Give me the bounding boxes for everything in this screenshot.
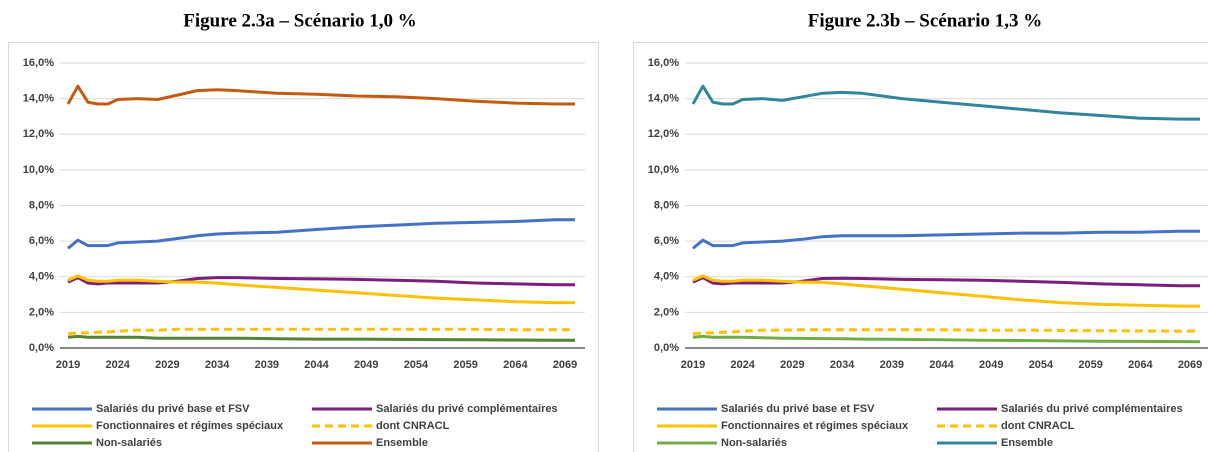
y-tick-label: 16,0% [648,57,679,69]
x-tick-label: 2054 [1029,359,1054,371]
x-tick-label: 2049 [979,359,1003,371]
legend-label: Ensemble [1001,437,1053,449]
y-tick-label: 2,0% [29,306,54,318]
x-tick-label: 2034 [830,359,855,371]
y-tick-label: 16,0% [23,57,54,69]
series-line [67,276,575,287]
chart-title: Figure 2.3a – Scénario 1,0 % [183,10,416,31]
y-tick-label: 8,0% [29,199,54,211]
y-tick-label: 4,0% [29,271,54,283]
x-tick-label: 2029 [155,359,179,371]
series-line [692,276,1200,288]
legend-label: dont CNRACL [376,420,450,432]
chart-frame [633,42,1208,452]
x-tick-label: 2054 [404,359,429,371]
x-tick-label: 2059 [453,359,477,371]
x-tick-label: 2024 [105,359,130,371]
legend-label: Salariés du privé complémentaires [376,403,558,415]
legend-label: Non-salariés [721,437,787,449]
legend-label: Salariés du privé base et FSV [96,403,250,415]
x-tick-label: 2059 [1078,359,1102,371]
y-tick-label: 4,0% [654,271,679,283]
y-tick-label: 14,0% [648,93,679,105]
legend-label: dont CNRACL [1001,420,1075,432]
legend-label: Salariés du privé base et FSV [721,403,875,415]
y-tick-label: 6,0% [654,235,679,247]
x-tick-label: 2044 [304,359,329,371]
legend-label: Salariés du privé complémentaires [1001,403,1183,415]
y-tick-label: 10,0% [23,164,54,176]
series-line [692,328,1200,336]
legend-label: Ensemble [376,437,428,449]
chart-frame [8,42,599,452]
legend-label: Non-salariés [96,437,162,449]
series-line [66,84,575,106]
legend-label: Fonctionnaires et régimes spéciaux [721,420,909,432]
series-line [692,334,1201,344]
y-tick-label: 8,0% [654,199,679,211]
x-tick-label: 2044 [929,359,954,371]
series-line [692,229,1200,250]
series-line [67,218,575,250]
x-tick-label: 2039 [880,359,904,371]
legend-label: Fonctionnaires et régimes spéciaux [96,420,284,432]
x-tick-label: 2019 [681,359,705,371]
series-line [67,274,575,305]
x-tick-label: 2049 [354,359,378,371]
chart-title: Figure 2.3b – Scénario 1,3 % [808,10,1043,31]
y-tick-label: 12,0% [23,128,54,140]
series-line [67,334,575,342]
series-line [691,84,1200,121]
x-tick-label: 2034 [205,359,230,371]
y-tick-label: 0,0% [654,342,679,354]
x-tick-label: 2029 [780,359,804,371]
x-tick-label: 2069 [1178,359,1202,371]
x-tick-label: 2064 [503,359,528,371]
x-tick-label: 2024 [730,359,755,371]
y-tick-label: 14,0% [23,93,54,105]
y-tick-label: 2,0% [654,306,679,318]
x-tick-label: 2019 [56,359,80,371]
series-line [692,274,1200,308]
y-tick-label: 12,0% [648,128,679,140]
y-tick-label: 10,0% [648,164,679,176]
x-tick-label: 2064 [1128,359,1153,371]
x-tick-label: 2069 [553,359,577,371]
y-tick-label: 0,0% [29,342,54,354]
series-line [67,327,575,336]
x-tick-label: 2039 [255,359,279,371]
y-tick-label: 6,0% [29,235,54,247]
